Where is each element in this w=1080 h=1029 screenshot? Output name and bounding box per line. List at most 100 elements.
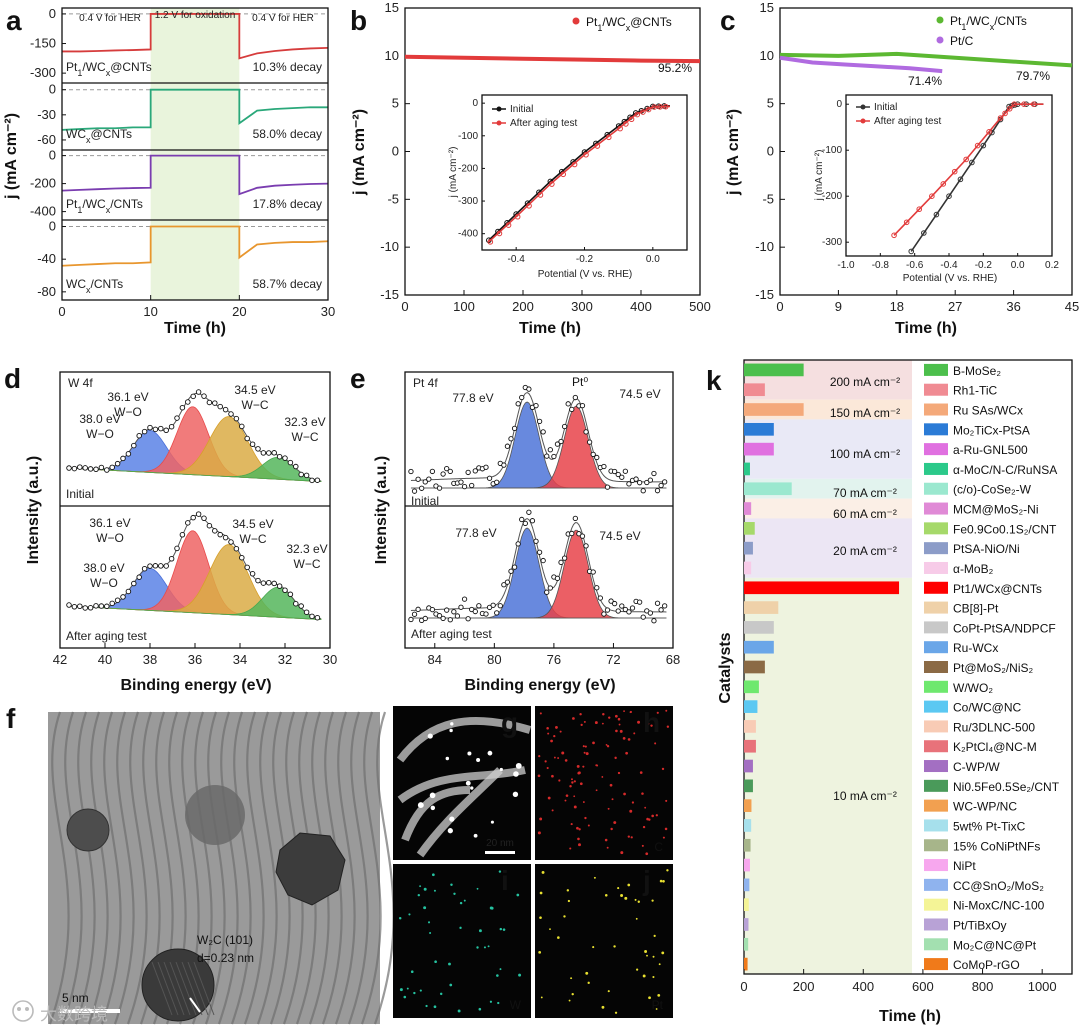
eds-signal-dot	[573, 805, 577, 809]
data-point	[447, 468, 453, 475]
haadf-particle	[449, 816, 455, 822]
watermark-icon	[12, 1000, 34, 1022]
peak-label-bottom-1: 77.8 eV	[455, 526, 496, 540]
eds-signal-dot	[652, 955, 655, 958]
haadf-particle	[499, 767, 503, 772]
legend-swatch-13	[924, 601, 948, 614]
data-point	[239, 423, 245, 430]
eds-signal-dot	[403, 995, 407, 999]
bar-6	[744, 462, 750, 476]
eds-signal-dot	[539, 891, 543, 895]
eds-signal-dot	[614, 1011, 618, 1014]
inset-data-point	[496, 230, 503, 237]
y-tick-label: 15	[760, 0, 774, 15]
haadf-particle	[490, 820, 494, 824]
data-point	[490, 602, 496, 608]
data-point	[93, 466, 99, 473]
eds-signal-dot	[610, 827, 613, 831]
data-point	[486, 475, 493, 481]
data-point	[303, 472, 310, 479]
data-point	[201, 393, 207, 399]
data-point	[244, 564, 250, 571]
data-point	[419, 485, 425, 491]
peak-label-top-4: W−C	[292, 430, 319, 444]
eds-signal-dot	[549, 928, 551, 931]
data-point	[529, 518, 536, 524]
eds-signal-dot	[546, 726, 549, 730]
data-point	[249, 571, 256, 577]
data-point	[626, 481, 632, 487]
data-point	[114, 597, 121, 603]
data-point	[515, 401, 521, 407]
legend-label-14: CoPt-PtSA/NDPCF	[953, 621, 1056, 635]
eds-signal-dot	[650, 724, 653, 727]
bar-31	[744, 957, 748, 971]
inset-y-tick-label: -200	[822, 191, 842, 202]
eds-signal-dot	[579, 782, 583, 786]
x-tick-label: 40	[98, 652, 112, 667]
data-point	[497, 603, 503, 609]
legend-swatch-6	[924, 462, 948, 475]
data-point	[619, 603, 625, 609]
eds-signal-dot	[547, 796, 551, 800]
data-point	[415, 606, 421, 612]
peak-label-top-3: 34.5 eV	[234, 383, 275, 397]
eds-signal-dot	[637, 720, 641, 724]
eds-signal-dot	[605, 743, 608, 746]
eds-signal-dot	[429, 931, 432, 934]
inset-data-point	[1011, 101, 1018, 107]
eds-signal-dot	[557, 757, 560, 760]
panel-label-e: e	[350, 363, 366, 394]
data-point	[594, 454, 600, 461]
x-tick-label: 0	[58, 304, 65, 319]
panel-label-i: i	[501, 865, 509, 896]
panel-label-a: a	[6, 5, 22, 36]
eds-signal-dot	[563, 915, 566, 918]
data-point	[109, 600, 115, 607]
peak-label-top-1: 38.0 eV	[79, 412, 120, 426]
data-point	[558, 559, 564, 565]
inset-y-axis-label: j (mA cm⁻²)	[814, 150, 825, 202]
legend-label-2: Rh1-TiC	[953, 384, 998, 398]
inset-data-point	[634, 111, 641, 118]
peak-label-bottom-4: W−C	[294, 557, 321, 571]
eds-signal-dot	[592, 946, 595, 949]
eds-signal-dot	[489, 906, 493, 910]
bar-17	[744, 680, 759, 694]
data-point	[408, 468, 414, 475]
data-point	[282, 587, 288, 594]
legend-swatch-22	[924, 779, 948, 792]
bar-29	[744, 918, 749, 931]
eds-signal-dot	[577, 837, 580, 841]
eds-signal-dot	[584, 816, 587, 820]
data-point	[303, 609, 310, 615]
inset-data-point	[997, 115, 1004, 121]
data-point	[314, 614, 321, 621]
y-tick-label: -30	[37, 107, 56, 122]
legend-label-12: Pt1/WCx@CNTs	[953, 582, 1042, 596]
data-point	[615, 608, 621, 614]
data-point	[508, 568, 514, 574]
eds-signal-dot	[629, 711, 632, 714]
current-density-label-1: 200 mA cm⁻²	[830, 375, 900, 389]
inset-series-line	[893, 103, 1044, 236]
haadf-nanotube	[401, 786, 471, 842]
inset-x-tick-label: 0.2	[1045, 260, 1059, 271]
eds-signal-dot	[453, 892, 456, 895]
bar-20	[744, 739, 756, 753]
eds-signal-dot	[434, 960, 437, 964]
data-point	[298, 603, 304, 609]
tem-lattice-fringe	[256, 711, 278, 1025]
subplot-label-initial: Initial	[66, 487, 94, 501]
data-point	[260, 450, 267, 456]
current-density-band-7	[744, 577, 912, 974]
data-point	[444, 607, 450, 613]
inset-x-tick-label: -1.0	[837, 260, 855, 271]
data-point	[608, 598, 614, 604]
peak-label-top-2: 74.5 eV	[619, 387, 660, 401]
inset-x-axis-label: Potential (V vs. RHE)	[903, 273, 997, 284]
inset-data-point	[946, 193, 952, 199]
eds-signal-dot	[604, 838, 608, 842]
x-tick-label: 400	[852, 979, 874, 994]
data-point	[454, 613, 461, 619]
